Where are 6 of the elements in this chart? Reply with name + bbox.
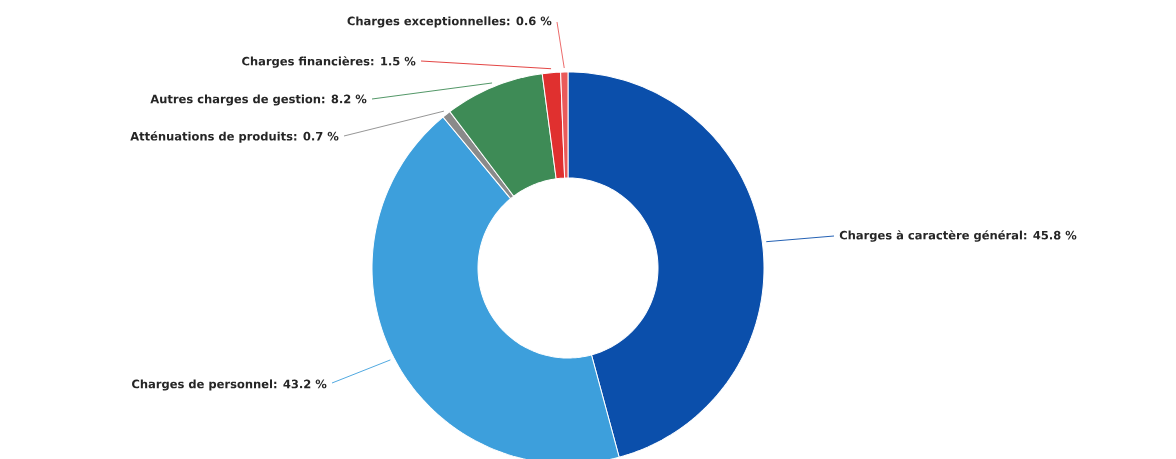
slice-label: Atténuations de produits: 0.7 % [130,131,339,143]
slice-label: Charges à caractère général: 45.8 % [839,230,1077,242]
slice-label: Charges financières: 1.5 % [242,56,416,68]
slice-label: Charges de personnel: 43.2 % [132,379,327,391]
slice-label: Autres charges de gestion: 8.2 % [150,94,367,106]
slice-label: Charges exceptionnelles: 0.6 % [347,16,552,28]
